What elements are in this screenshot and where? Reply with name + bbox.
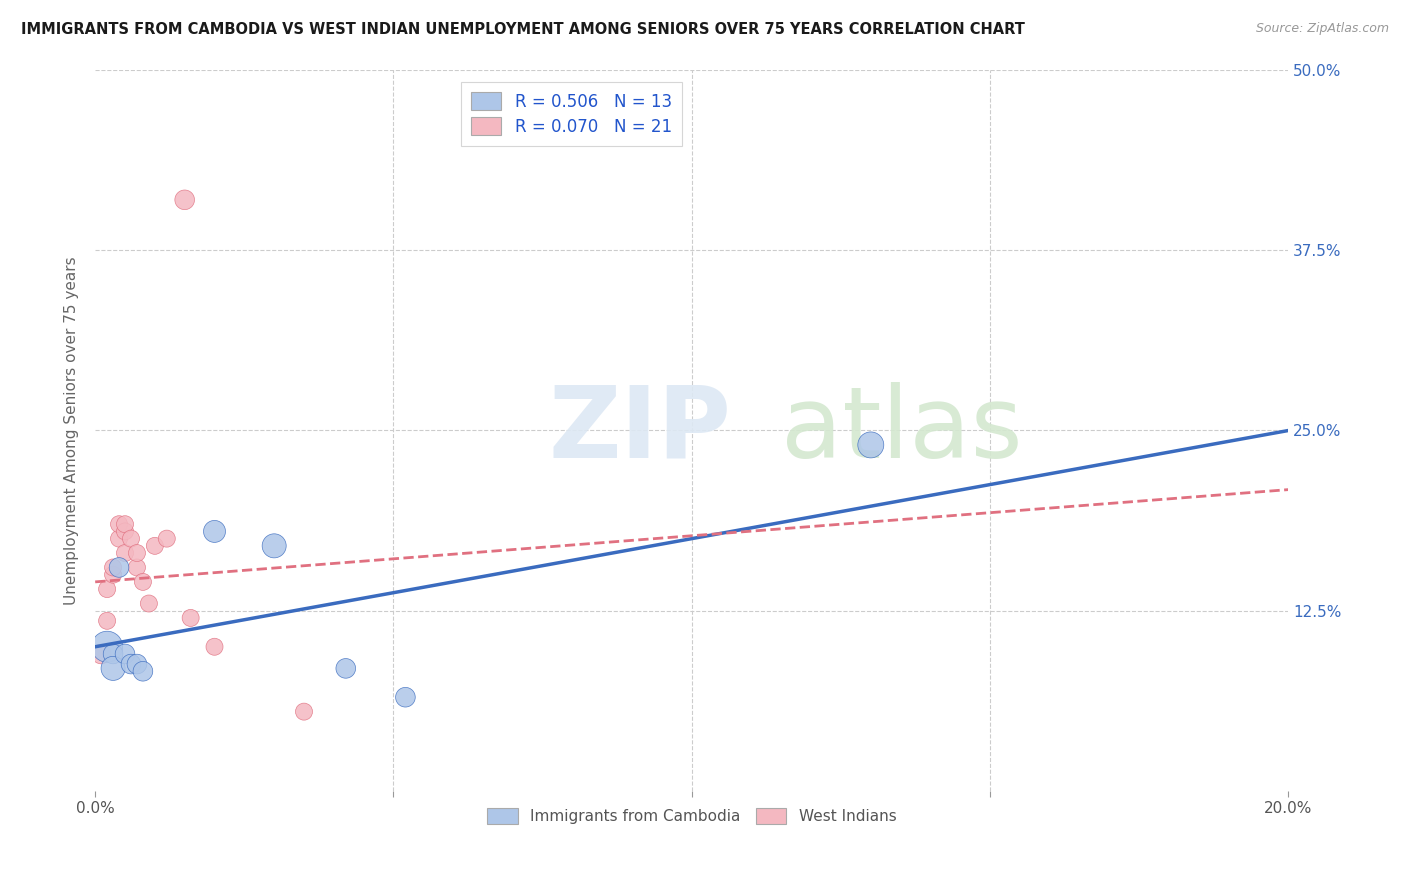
- Point: [101, 647, 124, 661]
- Legend: Immigrants from Cambodia, West Indians: Immigrants from Cambodia, West Indians: [481, 802, 903, 830]
- Point: [108, 517, 131, 532]
- Y-axis label: Unemployment Among Seniors over 75 years: Unemployment Among Seniors over 75 years: [65, 256, 79, 605]
- Point: [125, 657, 148, 671]
- Point: [96, 614, 118, 628]
- Point: [101, 661, 124, 675]
- Point: [120, 657, 142, 671]
- Point: [132, 574, 155, 589]
- Point: [132, 665, 155, 679]
- Point: [292, 705, 315, 719]
- Point: [394, 690, 416, 705]
- Point: [180, 611, 202, 625]
- Text: IMMIGRANTS FROM CAMBODIA VS WEST INDIAN UNEMPLOYMENT AMONG SENIORS OVER 75 YEARS: IMMIGRANTS FROM CAMBODIA VS WEST INDIAN …: [21, 22, 1025, 37]
- Point: [114, 647, 136, 661]
- Point: [101, 560, 124, 574]
- Point: [90, 647, 112, 661]
- Text: Source: ZipAtlas.com: Source: ZipAtlas.com: [1256, 22, 1389, 36]
- Point: [96, 640, 118, 654]
- Text: ZIP: ZIP: [548, 382, 731, 479]
- Point: [120, 532, 142, 546]
- Point: [114, 517, 136, 532]
- Point: [108, 560, 131, 574]
- Point: [138, 597, 160, 611]
- Point: [125, 546, 148, 560]
- Point: [204, 640, 226, 654]
- Text: atlas: atlas: [782, 382, 1024, 479]
- Point: [335, 661, 357, 675]
- Point: [173, 193, 195, 207]
- Point: [156, 532, 179, 546]
- Point: [263, 539, 285, 553]
- Point: [96, 582, 118, 596]
- Point: [114, 524, 136, 539]
- Point: [143, 539, 166, 553]
- Point: [108, 532, 131, 546]
- Point: [114, 546, 136, 560]
- Point: [859, 438, 882, 452]
- Point: [125, 560, 148, 574]
- Point: [204, 524, 226, 539]
- Point: [101, 567, 124, 582]
